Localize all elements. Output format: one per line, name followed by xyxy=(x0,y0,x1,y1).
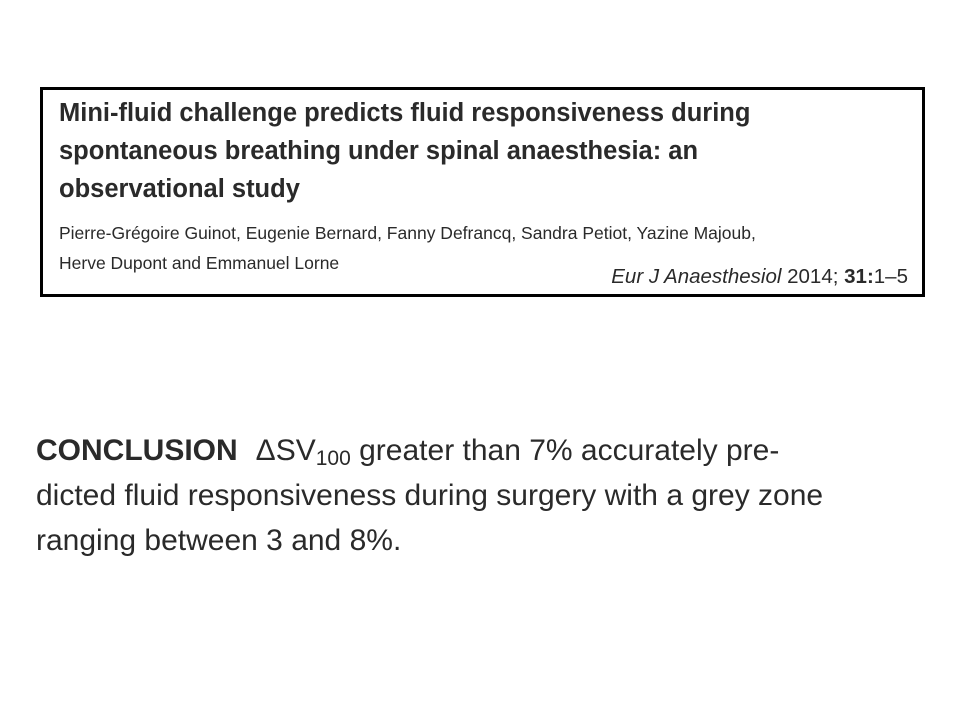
conclusion-heading: CONCLUSION xyxy=(36,434,238,467)
paper-title: Mini-fluid challenge predicts fluid resp… xyxy=(59,94,919,208)
delta-sv-subscript: 100 xyxy=(315,447,351,470)
journal-year: 2014; xyxy=(787,265,839,288)
author-line: Herve Dupont and Emmanuel Lorne xyxy=(59,253,340,273)
delta-sv-symbol: ΔSV xyxy=(255,434,316,467)
conclusion-line: dicted fluid responsiveness during surge… xyxy=(36,479,824,512)
author-line: Pierre-Grégoire Guinot, Eugenie Bernard,… xyxy=(59,223,756,243)
author-list: Pierre-Grégoire Guinot, Eugenie Bernard,… xyxy=(59,218,919,278)
conclusion-paragraph: CONCLUSION ΔSV100 greater than 7% accurat… xyxy=(36,428,936,563)
conclusion-text: greater than 7% accurately pre- xyxy=(359,434,780,467)
journal-volume: 31: xyxy=(844,265,874,288)
journal-name: Eur J Anaesthesiol xyxy=(611,265,782,288)
paper-title-line: observational study xyxy=(59,175,300,203)
paper-title-line: Mini-fluid challenge predicts fluid resp… xyxy=(59,99,751,127)
journal-pages: 1–5 xyxy=(873,265,908,288)
citation-box: Mini-fluid challenge predicts fluid resp… xyxy=(40,87,925,297)
journal-reference: Eur J Anaesthesiol 2014; 31:1–5 xyxy=(611,265,908,289)
paper-title-line: spontaneous breathing under spinal anaes… xyxy=(59,137,699,165)
conclusion-line: ranging between 3 and 8%. xyxy=(36,524,402,557)
conclusion-line: CONCLUSION ΔSV100 greater than 7% accurat… xyxy=(36,428,936,473)
